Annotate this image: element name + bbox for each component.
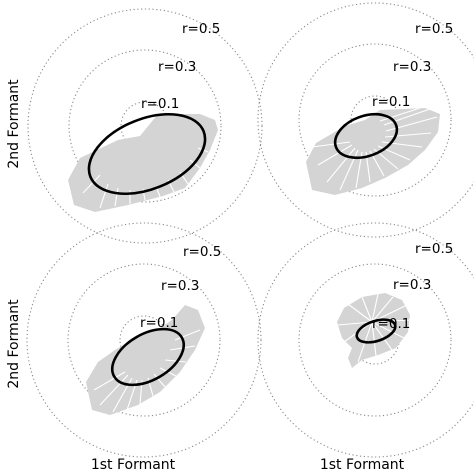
ring-r03	[298, 263, 452, 417]
ring-r05	[257, 222, 474, 458]
shaded-region	[306, 108, 440, 195]
label-r03: r=0.3	[393, 59, 431, 75]
label-r05: r=0.5	[182, 21, 220, 37]
label-r03: r=0.3	[158, 59, 196, 75]
panel-top-left: r=0.5 r=0.3 r=0.1	[27, 8, 263, 244]
ellipse-contour	[355, 318, 397, 344]
label-r03: r=0.3	[161, 278, 199, 294]
label-r03: r=0.3	[393, 277, 431, 293]
y-axis-label-top: 2nd Formant	[6, 79, 22, 169]
label-r05: r=0.5	[415, 241, 453, 257]
ellipse-contour	[111, 327, 185, 387]
label-r01: r=0.1	[141, 96, 179, 112]
ellipse-contour	[333, 112, 399, 160]
panel-top-right: r=0.5 r=0.3 r=0.1	[257, 2, 474, 238]
ring-r03	[67, 263, 221, 417]
ring-r05	[27, 8, 263, 244]
y-axis-label-bottom: 2nd Formant	[6, 299, 22, 389]
ellipse-contour	[87, 113, 207, 195]
shaded-region	[68, 114, 218, 212]
x-axis-label-right: 1st Formant	[320, 457, 405, 473]
label-r05: r=0.5	[183, 244, 221, 260]
ring-r03	[68, 49, 222, 203]
shaded-region-spokes	[93, 329, 201, 413]
panel-bottom-right: r=0.5 r=0.3 r=0.1	[257, 222, 474, 458]
shaded-region-spokes	[337, 293, 411, 363]
label-r01: r=0.1	[372, 94, 410, 110]
label-r01: r=0.1	[140, 315, 178, 331]
label-r01: r=0.1	[372, 316, 410, 332]
ring-r03	[298, 43, 452, 197]
x-axis-label-left: 1st Formant	[91, 457, 176, 473]
ring-r05	[26, 222, 262, 458]
panel-bottom-left: r=0.5 r=0.3 r=0.1	[26, 222, 262, 458]
ring-r05	[257, 2, 474, 238]
label-r05: r=0.5	[415, 21, 453, 37]
